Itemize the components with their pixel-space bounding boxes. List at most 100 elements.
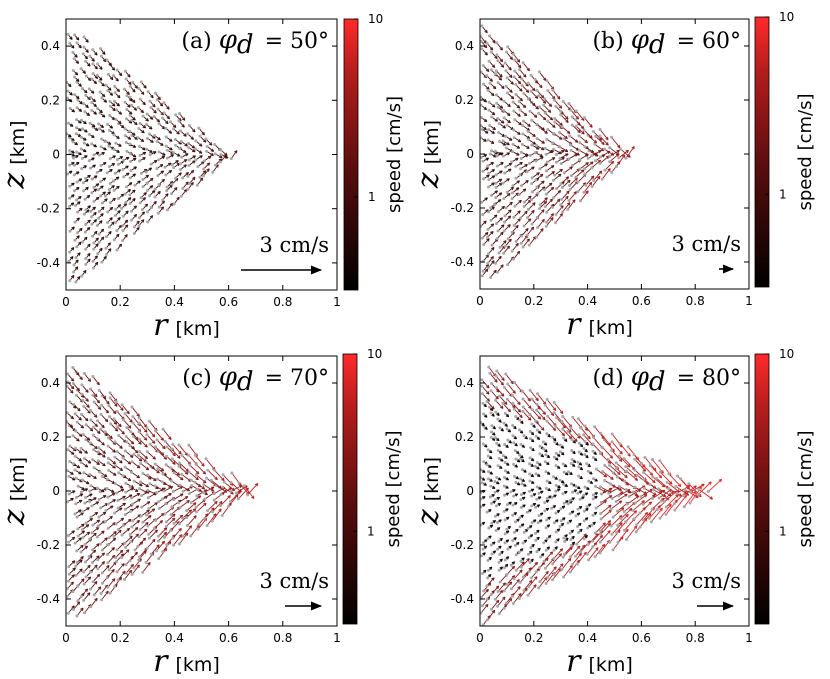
particle-point — [91, 266, 95, 270]
particle-point — [128, 559, 132, 563]
velocity-arrowhead — [198, 150, 203, 154]
velocity-arrow — [536, 409, 546, 421]
particle-point — [76, 584, 80, 588]
particle-point — [569, 543, 573, 547]
velocity-arrow — [623, 458, 636, 471]
velocity-arrowhead — [208, 142, 213, 146]
velocity-arrowhead — [95, 501, 100, 505]
particle-point — [667, 487, 671, 491]
velocity-arrowhead — [77, 276, 81, 280]
particle-point — [487, 365, 491, 369]
velocity-arrow — [545, 557, 555, 569]
particle-point — [624, 465, 628, 469]
velocity-arrow — [664, 490, 678, 502]
velocity-arrow — [531, 409, 541, 420]
colorbar-tick-label: 1 — [779, 187, 787, 201]
velocity-arrow — [513, 593, 522, 604]
particle-point — [96, 252, 100, 256]
particle-point — [590, 185, 594, 189]
velocity-arrowhead — [130, 440, 135, 445]
velocity-arrowhead — [93, 475, 97, 479]
particle-point — [155, 477, 159, 481]
velocity-arrowhead — [80, 607, 84, 612]
velocity-arrow — [223, 481, 235, 491]
particle-point — [503, 244, 507, 248]
particle-point — [528, 561, 532, 565]
particle-point — [106, 495, 110, 499]
velocity-arrow — [531, 193, 539, 201]
velocity-arrowhead — [627, 154, 631, 158]
particle-point — [481, 213, 485, 217]
velocity-arrow — [114, 456, 123, 464]
particle-point — [137, 224, 141, 228]
particle-point — [521, 61, 525, 65]
particle-point — [155, 491, 159, 495]
velocity-arrowhead — [564, 483, 569, 487]
particle-point — [162, 111, 166, 115]
velocity-arrowhead — [507, 525, 512, 530]
particle-point — [528, 462, 532, 466]
velocity-arrowhead — [85, 49, 89, 53]
velocity-arrowhead — [524, 164, 528, 168]
velocity-arrowhead — [627, 464, 631, 468]
velocity-arrowhead — [483, 138, 487, 142]
velocity-arrowhead — [550, 213, 554, 217]
velocity-arrowhead — [117, 217, 121, 221]
velocity-arrowhead — [188, 525, 193, 529]
particle-point — [100, 201, 104, 205]
velocity-arrowhead — [112, 499, 116, 503]
particle-point — [128, 142, 132, 146]
particle-point — [485, 510, 489, 514]
velocity-arrow — [138, 422, 148, 433]
particle-point — [503, 214, 507, 218]
particle-point — [482, 589, 486, 593]
velocity-arrow — [486, 401, 495, 410]
particle-point — [172, 151, 176, 155]
velocity-arrowhead — [530, 463, 534, 467]
particle-point — [486, 185, 490, 189]
particle-point — [89, 95, 93, 99]
velocity-arrow — [106, 569, 115, 578]
velocity-arrow — [554, 99, 563, 109]
velocity-arrowhead — [87, 592, 91, 596]
velocity-arrow — [116, 553, 124, 562]
particle-point — [185, 516, 189, 520]
velocity-arrow — [179, 484, 190, 492]
particle-point — [657, 496, 661, 500]
velocity-arrowhead — [677, 483, 682, 487]
velocity-arrowhead — [564, 534, 568, 538]
particle-point — [538, 105, 542, 109]
velocity-arrowhead — [172, 461, 176, 465]
particle-point — [96, 558, 100, 562]
particle-point — [99, 591, 103, 595]
particle-point — [174, 176, 178, 180]
velocity-arrow — [155, 446, 165, 456]
y-tick-label: -0.2 — [37, 538, 60, 552]
velocity-arrow — [511, 225, 519, 233]
velocity-arrowhead — [532, 102, 536, 107]
velocity-arrowhead — [99, 220, 103, 224]
velocity-arrowhead — [141, 211, 145, 215]
particle-point — [84, 423, 88, 427]
particle-point — [528, 109, 532, 113]
velocity-arrowhead — [96, 555, 100, 559]
velocity-arrowhead — [501, 205, 505, 210]
velocity-arrowhead — [493, 269, 497, 274]
velocity-arrowhead — [77, 407, 81, 412]
particle-point — [481, 159, 485, 163]
particle-point — [512, 136, 516, 140]
velocity-arrow — [591, 159, 601, 169]
particle-point — [66, 587, 69, 591]
particle-point — [488, 124, 492, 128]
particle-point — [535, 461, 539, 465]
velocity-arrow — [611, 515, 623, 527]
velocity-arrowhead — [74, 266, 79, 270]
velocity-arrow — [570, 109, 579, 120]
y-tick-label: 0.4 — [41, 39, 60, 53]
velocity-arrow — [101, 590, 109, 601]
velocity-arrowhead — [504, 423, 508, 427]
particle-point — [212, 498, 216, 502]
velocity-arrowhead — [587, 503, 592, 507]
particle-point — [181, 489, 185, 493]
particle-point — [527, 243, 531, 247]
